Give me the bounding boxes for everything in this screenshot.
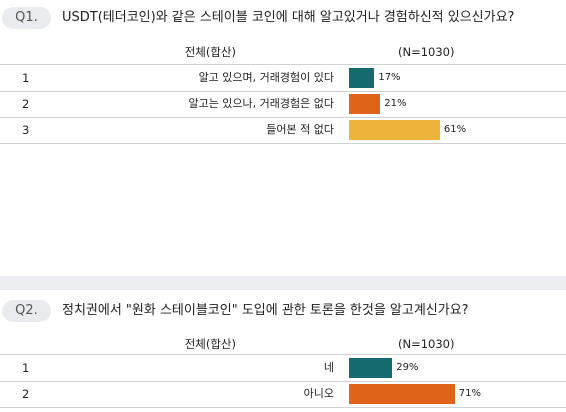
q2-header-divider [0,354,566,355]
q2-sample-size: (N=1030) [398,337,455,351]
q2-category-label: 네 [323,361,334,374]
q2-row-number: 1 [22,361,30,375]
q2-row: 2 아니오 71% [0,381,566,407]
q1-row: 3 들어본 적 없다 61% [0,117,566,143]
q2-category-label: 아니오 [303,387,334,400]
q1-section: Q1. USDT(테더코인)와 같은 스테이블 코인에 대해 알고있거나 경험하… [0,7,566,144]
q1-total-label: 전체(합산) [184,45,236,59]
q1-row-number: 3 [22,123,30,137]
q1-table-header: 전체(합산) (N=1030) [0,41,566,63]
q1-value-label: 61% [443,124,467,135]
q1-row-number: 1 [22,71,30,85]
q2-bar [349,358,393,378]
q1-bar [349,120,440,140]
q1-number-pill: Q1. [2,7,51,29]
q1-category-label: 알고는 있으나, 거래경험은 없다 [188,97,334,110]
q1-question: USDT(테더코인)와 같은 스테이블 코인에 대해 알고있거나 경험하신적 있… [62,10,515,25]
q2-row-number: 2 [22,387,30,401]
section-separator [0,276,566,290]
q1-header: Q1. USDT(테더코인)와 같은 스테이블 코인에 대해 알고있거나 경험하… [0,7,566,29]
q1-row-divider [0,143,566,144]
q2-section: Q2. 정치권에서 "원화 스테이블코인" 도입에 관한 토론을 한것을 알고계… [0,290,566,412]
q1-row-divider [0,91,566,92]
q2-number-pill: Q2. [2,300,51,322]
q2-value-label: 71% [458,388,482,399]
q1-row: 1 알고 있으며, 거래경험이 있다 17% [0,65,566,91]
q1-category-label: 들어본 적 없다 [266,123,334,136]
q2-row-divider [0,407,566,408]
q1-category-label: 알고 있으며, 거래경험이 있다 [198,71,334,84]
q2-question: 정치권에서 "원화 스테이블코인" 도입에 관한 토론을 한것을 알고계신가요? [62,303,469,318]
q1-row-divider [0,117,566,118]
q1-value-label: 17% [378,72,401,83]
q1-row-number: 2 [22,97,30,111]
q1-row: 2 알고는 있으나, 거래경험은 없다 21% [0,91,566,117]
q2-table-header: 전체(합산) (N=1030) [0,333,566,355]
q2-row-divider [0,381,566,382]
q1-bar [349,94,381,114]
q1-bar [349,68,375,88]
q1-sample-size: (N=1030) [398,45,455,59]
q2-header: Q2. 정치권에서 "원화 스테이블코인" 도입에 관한 토론을 한것을 알고계… [0,300,566,322]
q2-value-label: 29% [396,362,419,373]
q1-value-label: 21% [384,98,407,109]
q1-header-divider [0,64,566,65]
q2-bar [349,384,455,404]
q2-total-label: 전체(합산) [184,337,236,351]
q2-row: 1 네 29% [0,355,566,381]
